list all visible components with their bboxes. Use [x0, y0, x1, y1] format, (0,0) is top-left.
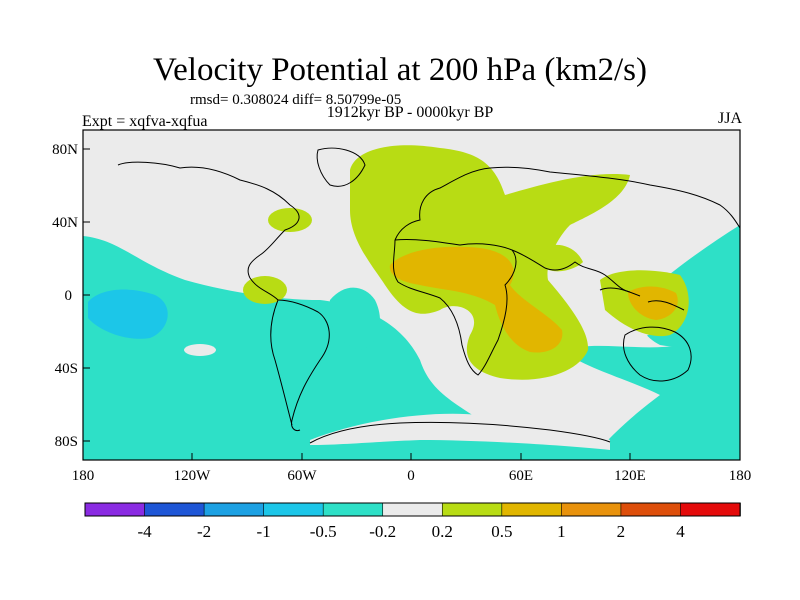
colorbar-swatch	[561, 502, 622, 517]
colorbar-label: -2	[197, 522, 211, 541]
colorbar-swatch	[382, 502, 444, 517]
lon-label: 0	[407, 468, 415, 484]
lon-label: 180	[729, 468, 752, 484]
experiment-label: Expt = xqfva-xqfua	[82, 113, 208, 130]
lon-label: 60W	[287, 468, 317, 484]
lightblue-region-pacific	[88, 289, 168, 339]
teal-region-indian-pacific	[560, 230, 740, 460]
colorbar-swatch	[84, 502, 146, 517]
coastline-antarctica	[309, 421, 611, 444]
colorbar-swatch	[203, 502, 265, 517]
colorbar-swatch	[441, 502, 503, 517]
lat-label: 40N	[52, 215, 78, 231]
lon-label: 60E	[509, 468, 533, 484]
coastline-asia-south	[511, 249, 631, 293]
map-field	[83, 130, 740, 460]
orange-region-africa-arabia	[389, 246, 563, 353]
colorbar-label: 0.5	[491, 522, 512, 541]
lat-label: 0	[65, 288, 73, 304]
colorbar-frame	[84, 502, 741, 517]
coastline-africa	[393, 238, 517, 376]
period-label: 1912kyr BP - 0000kyr BP	[326, 104, 494, 121]
lon-label: 120W	[174, 468, 212, 484]
colorbar-label: 1	[557, 522, 566, 541]
coastlines	[117, 147, 740, 444]
lon-label: 120E	[614, 468, 646, 484]
colorbar-label: 0.2	[432, 522, 453, 541]
coastline-europe	[394, 166, 740, 241]
coastline-south-america-west	[270, 299, 293, 426]
lon-label: 180	[72, 468, 95, 484]
coastline-greenland	[316, 147, 366, 187]
lat-label: 40S	[55, 361, 78, 377]
teal-region-pacific	[83, 236, 600, 460]
lat-label: 80N	[52, 142, 78, 158]
olive-region-india-extension	[540, 244, 583, 272]
lat-ticks	[83, 148, 90, 442]
colorbar	[84, 502, 741, 517]
lat-label: 80S	[55, 434, 78, 450]
orange-region-maritime-continent	[628, 286, 678, 320]
colorbar-label: 4	[676, 522, 685, 541]
neutral-band-southern-ocean	[310, 413, 610, 450]
neutral-patch-pacific	[184, 344, 216, 356]
season-label: JJA	[717, 110, 742, 127]
colorbar-label: 2	[617, 522, 626, 541]
stats-line: rmsd= 0.308024 diff= 8.50799e-05	[190, 92, 402, 108]
coastline-australia	[623, 326, 692, 382]
colorbar-labels: -4 -2 -1 -0.5 -0.2 0.2 0.5 1 2 4	[137, 522, 685, 541]
colorbar-label: -1	[257, 522, 271, 541]
colorbar-label: -4	[137, 522, 152, 541]
coastline-north-america	[117, 161, 300, 301]
colorbar-label: -0.5	[310, 522, 337, 541]
map-title: Velocity Potential at 200 hPa (km2/s)	[152, 52, 648, 88]
coastline-maritime-continent	[599, 287, 685, 311]
colorbar-swatch	[501, 502, 563, 517]
coastline-south-america	[277, 299, 330, 431]
olive-region-north-america	[268, 208, 312, 232]
colorbar-swatch	[620, 502, 682, 517]
colorbar-swatch	[680, 502, 741, 517]
teal-region-south-atlantic	[329, 287, 380, 350]
lon-ticks	[191, 453, 631, 460]
colorbar-swatch	[144, 502, 205, 517]
colorbar-swatch	[263, 502, 324, 517]
colorbar-label: -0.2	[369, 522, 396, 541]
colorbar-swatch	[322, 502, 384, 517]
